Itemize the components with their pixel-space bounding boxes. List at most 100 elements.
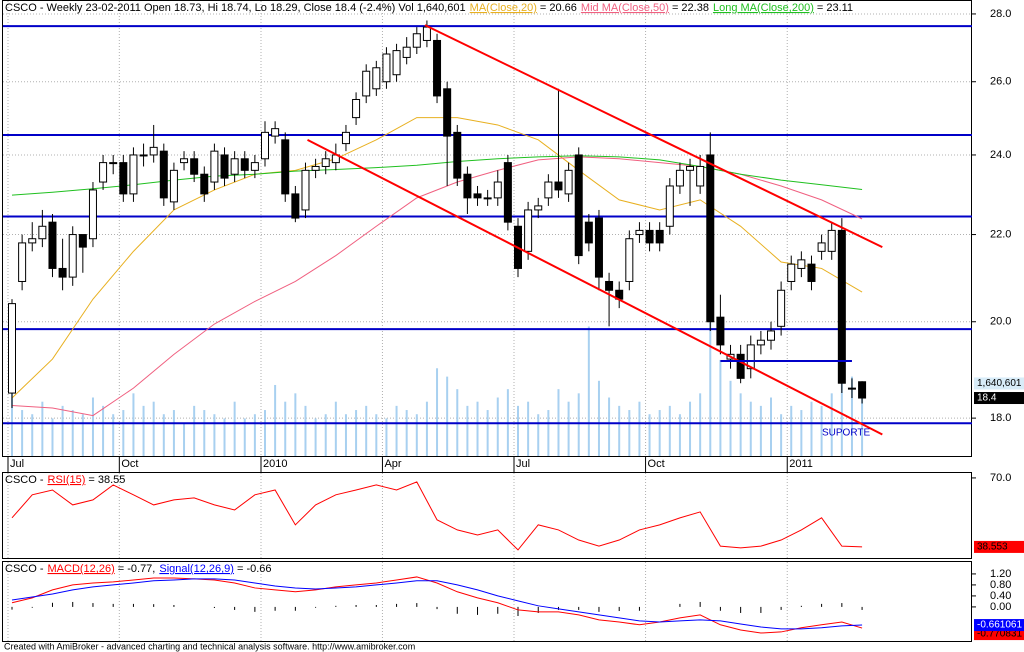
candle-body (190, 158, 199, 175)
candle-body (352, 98, 361, 119)
candle-body (149, 146, 158, 156)
volume-bar (162, 414, 165, 456)
y-tick-label: 70.0 (990, 472, 1011, 484)
volume-bar (253, 414, 256, 456)
volume-bar (223, 418, 226, 456)
volume-bar (112, 414, 115, 456)
x-tick-label: 2011 (789, 458, 813, 470)
volume-bar (355, 410, 358, 456)
candle-body (473, 193, 482, 199)
candle-body (230, 158, 239, 175)
legend-name: RSI(15) (48, 474, 86, 486)
candle-body (129, 154, 138, 195)
candle-body (625, 238, 634, 282)
y-tick-label: 0.00 (990, 601, 1011, 613)
volume-bar (770, 397, 772, 456)
volume-bar (91, 397, 94, 456)
volume-bar (699, 393, 702, 456)
legend-value: = 22.38 (672, 2, 709, 14)
y-tick-label: 1.20 (990, 568, 1011, 580)
candle-body (503, 162, 512, 223)
indicator-line (11, 481, 863, 551)
candle-body (544, 181, 553, 199)
volume-bar (31, 414, 34, 456)
legend-value: = 20.66 (540, 2, 577, 14)
legend-name: MA(Close,20) (470, 2, 537, 14)
volume-bar (850, 376, 853, 456)
candle-body (392, 50, 401, 76)
volume-bar (577, 393, 580, 456)
volume-bar (51, 418, 54, 456)
pane-title: CSCO - MACD(12,26) = -0.77, Signal(12,26,9)… (5, 563, 272, 575)
volume-bar (820, 405, 823, 456)
volume-bar (102, 405, 105, 456)
volume-bar (759, 405, 762, 456)
volume-bar (486, 410, 489, 456)
candle-body (797, 259, 806, 269)
candle-body (240, 158, 249, 171)
candle-body (767, 330, 775, 341)
candle-body (78, 234, 87, 248)
indicator-line (11, 576, 863, 634)
candle-body (837, 229, 846, 384)
price-pane-frame (2, 0, 972, 457)
volume-bar (71, 410, 74, 456)
candle-body (28, 238, 37, 244)
candle-body (88, 189, 97, 240)
legend-value: = 23.11 (817, 2, 853, 14)
volume-bar (284, 401, 287, 456)
legend-name: Long MA(Close,200) (713, 2, 814, 14)
candle-body (99, 162, 108, 183)
candle-body (483, 197, 492, 200)
volume-bar (324, 414, 327, 456)
candle-body (119, 162, 128, 195)
legend-name: MACD(12,26) (48, 563, 115, 575)
candle-body (564, 169, 573, 195)
volume-bar (517, 405, 519, 456)
legend-value: = -0.66 (237, 563, 272, 575)
volume-bar (81, 414, 84, 456)
candle-body (675, 169, 684, 187)
volume-bar (436, 368, 439, 456)
candle-body (341, 131, 350, 145)
volume-bar (587, 326, 590, 456)
candle-body (463, 173, 472, 199)
candle-body (827, 229, 836, 252)
volume-bar (365, 405, 368, 456)
volume-bar (213, 414, 216, 456)
candle-body (58, 267, 67, 278)
volume-bar (689, 401, 692, 456)
volume-bar (152, 401, 155, 456)
volume-bar (476, 401, 479, 456)
candle-body (159, 150, 168, 199)
candle-body (524, 209, 533, 252)
candle-body (301, 169, 310, 211)
volume-bar (648, 414, 651, 456)
volume-bar (415, 414, 418, 456)
volume-bar (496, 397, 499, 456)
volume-bar (527, 401, 530, 456)
volume-bar (61, 405, 64, 456)
volume-bar (385, 418, 388, 456)
indicator-line (11, 578, 863, 630)
volume-bar (446, 376, 449, 456)
candle-body (706, 154, 715, 323)
volume-bar (466, 405, 469, 456)
candle-body (200, 173, 209, 195)
volume-bar (314, 418, 317, 456)
close-value-label: 18.4 (977, 393, 997, 404)
volume-bar (193, 405, 196, 456)
y-tick-label: 24.0 (990, 149, 1011, 161)
candle-body (271, 128, 280, 137)
trend-line (424, 24, 883, 249)
candle-body (281, 139, 290, 195)
x-tick-label: Oct (121, 458, 138, 470)
y-tick-label: 28.0 (990, 8, 1011, 20)
legend-value: = 38.55 (88, 474, 125, 486)
volume-bar (780, 414, 783, 456)
volume-bar (729, 380, 732, 456)
volume-bar (233, 401, 236, 456)
volume-bar (597, 380, 600, 456)
candle-body (756, 339, 765, 346)
